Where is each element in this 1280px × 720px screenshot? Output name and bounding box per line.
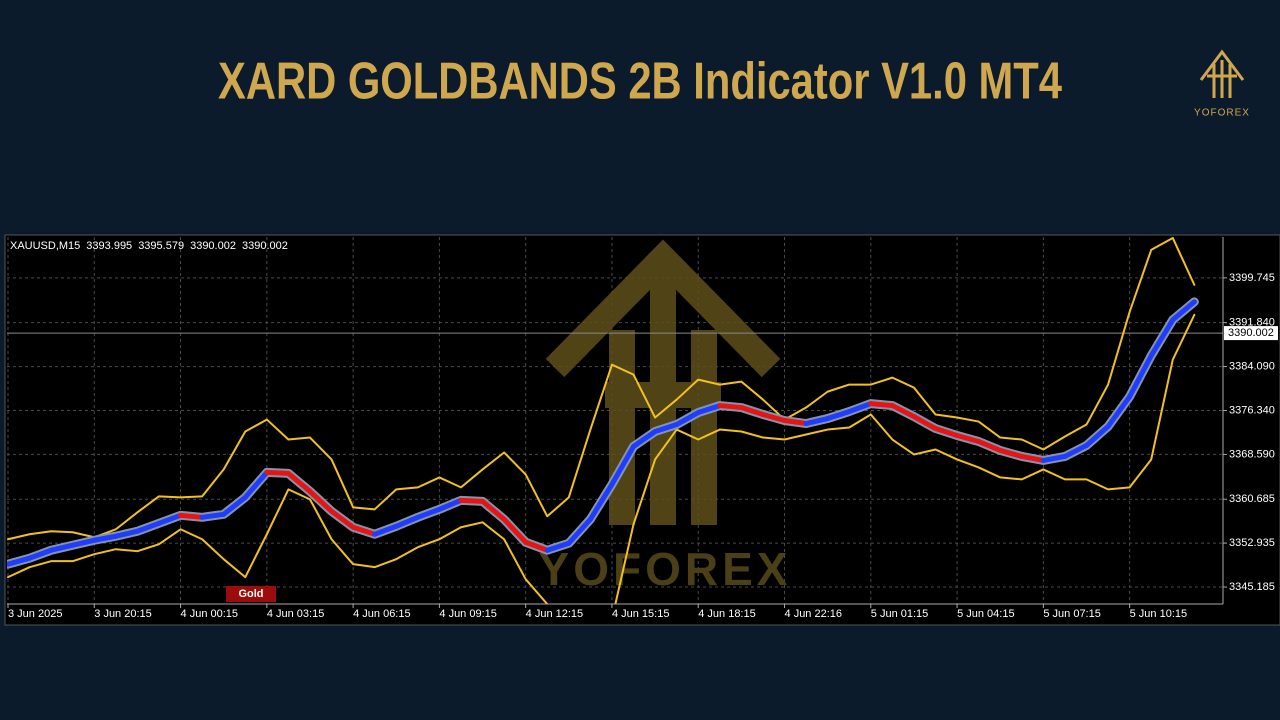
y-tick-label: 3368.590 xyxy=(1229,448,1275,460)
midline-segment xyxy=(242,469,270,500)
x-tick-label: 5 Jun 07:15 xyxy=(1043,608,1101,620)
midline-segment xyxy=(91,533,119,543)
midline-segment xyxy=(1084,424,1111,448)
midline-segment xyxy=(976,438,1003,453)
y-tick-label: 3391.840 xyxy=(1229,317,1275,329)
midline-segment xyxy=(27,547,54,561)
midline-segment xyxy=(803,416,831,427)
current-price-label: 3390.002 xyxy=(1228,327,1274,339)
midline-segment xyxy=(717,403,744,411)
midline-segment xyxy=(1019,453,1046,463)
midline-segment xyxy=(523,539,550,553)
midline-segment xyxy=(7,555,33,567)
midline-segment xyxy=(350,524,378,537)
badge-box xyxy=(226,586,276,602)
midline-segment xyxy=(1105,394,1133,430)
midline-segment xyxy=(199,511,227,520)
x-tick-label: 3 Jun 20:15 xyxy=(94,608,152,620)
badge: Gold xyxy=(238,588,263,600)
midline-segment xyxy=(652,422,680,435)
midline-segment xyxy=(458,497,486,504)
x-tick-label: 5 Jun 04:15 xyxy=(957,608,1015,620)
band-line xyxy=(7,313,1196,604)
midline-segment xyxy=(415,506,442,520)
band-line xyxy=(7,237,1196,541)
x-tick-label: 4 Jun 12:15 xyxy=(526,608,584,620)
ohlc-value: 3395.579 xyxy=(138,240,184,252)
midline-segment xyxy=(501,516,529,545)
midline-segment xyxy=(436,497,464,512)
midline-segment xyxy=(760,412,788,424)
midline-segment xyxy=(70,537,97,548)
midline-segment xyxy=(1040,453,1068,463)
midline-segment xyxy=(889,403,917,420)
ohlc-value: 3390.002 xyxy=(242,240,288,252)
x-tick-label: 4 Jun 18:15 xyxy=(698,608,756,620)
midline-segment xyxy=(846,401,874,415)
midline-segment xyxy=(954,432,982,444)
y-tick-label: 3399.745 xyxy=(1229,272,1275,284)
midline-segment xyxy=(393,514,421,529)
midline-segment xyxy=(113,528,140,539)
plot-area xyxy=(7,237,1223,604)
midline-segment xyxy=(480,498,507,522)
page-title: XARD GOLDBANDS 2B Indicator V1.0 MT4 xyxy=(218,53,1062,111)
midline-segment xyxy=(307,488,335,514)
x-tick-label: 4 Jun 15:15 xyxy=(612,608,670,620)
midline-segment xyxy=(178,512,205,520)
midline-segment xyxy=(1170,299,1197,323)
midline-segment xyxy=(372,523,399,537)
current-price-box xyxy=(1224,326,1278,341)
brand-logo xyxy=(1199,49,1245,98)
midline-segment xyxy=(1148,317,1176,359)
midline-segment xyxy=(933,426,960,438)
midline-segment xyxy=(221,494,248,517)
midline-segment xyxy=(587,481,615,522)
midline-segment xyxy=(134,520,162,534)
midline-segment xyxy=(566,516,593,546)
chart-window xyxy=(4,234,1280,626)
y-tick-label: 3384.090 xyxy=(1229,360,1275,372)
ohlc-value: 3393.995 xyxy=(86,240,132,252)
midline-segment xyxy=(329,508,356,530)
ohlc-value: 3390.002 xyxy=(190,240,236,252)
midline-segment xyxy=(911,414,939,432)
y-tick-label: 3352.935 xyxy=(1229,537,1275,549)
midline-segment xyxy=(1062,442,1089,459)
midline-segment xyxy=(997,447,1025,459)
midline-segment xyxy=(825,409,852,422)
x-tick-label: 4 Jun 06:15 xyxy=(353,608,411,620)
x-tick-label: 4 Jun 00:15 xyxy=(181,608,239,620)
midline-segment xyxy=(609,443,637,487)
x-tick-label: 5 Jun 10:15 xyxy=(1130,608,1188,620)
midline-segment xyxy=(738,405,766,418)
x-tick-label: 5 Jun 01:15 xyxy=(871,608,929,620)
midline-segment xyxy=(48,542,76,553)
midline-segment xyxy=(631,429,658,449)
midline-segment xyxy=(285,470,313,494)
y-tick-label: 3345.185 xyxy=(1229,581,1275,593)
x-tick-label: 4 Jun 03:15 xyxy=(267,608,325,620)
midline-segment xyxy=(695,403,723,416)
x-tick-label: 4 Jun 22:16 xyxy=(785,608,843,620)
chart-header: XAUUSD,M15 3393.995 3395.579 3390.002 3390.0… xyxy=(10,240,288,252)
midline-segment xyxy=(1127,353,1154,400)
brand-name: YOFOREX xyxy=(1194,108,1250,119)
watermark-text: YOFOREX xyxy=(539,543,792,595)
midline-segment xyxy=(868,401,895,409)
x-tick-label: 4 Jun 09:15 xyxy=(439,608,497,620)
midline-segment xyxy=(156,512,184,526)
y-tick-label: 3360.685 xyxy=(1229,493,1275,505)
watermark-logo xyxy=(545,239,781,525)
midline-segment xyxy=(264,469,291,476)
midline-segment xyxy=(782,418,809,427)
y-tick-label: 3376.340 xyxy=(1229,404,1275,416)
x-tick-label: 3 Jun 2025 xyxy=(8,608,62,620)
midline-segment xyxy=(544,540,572,553)
midline-segment xyxy=(674,410,701,428)
symbol: XAUUSD,M15 xyxy=(10,240,80,252)
